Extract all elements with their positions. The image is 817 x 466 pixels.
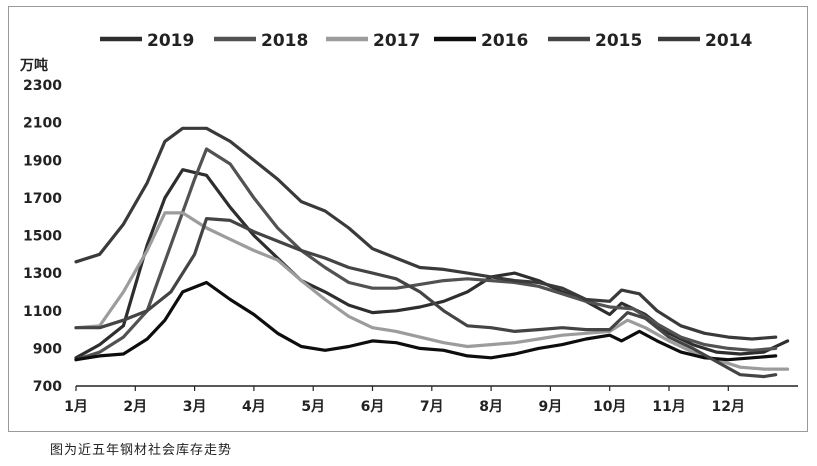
x-tick-label: 11月	[652, 399, 685, 415]
x-tick-label: 4月	[242, 399, 266, 415]
legend-label-2015: 2015	[595, 31, 642, 51]
y-tick-label: 2100	[23, 116, 62, 132]
series-line-2019	[74, 168, 790, 360]
x-axis: 1月 2月 3月 4月 5月 6月 7月 8月 9月 10月 11月 12月	[64, 385, 798, 415]
x-tick-label: 6月	[361, 399, 385, 415]
chart-frame	[8, 6, 808, 432]
y-tick-label: 1500	[23, 229, 62, 245]
y-tick-label: 1300	[23, 266, 62, 282]
steel-inventory-chart: 2019 2018 2017 2016 2015 2014 万吨 700 900 1100 13…	[19, 31, 798, 415]
legend-label-2014: 2014	[705, 31, 752, 51]
series-lines	[74, 126, 790, 379]
series-line-2015	[74, 217, 778, 379]
x-tick-label: 9月	[539, 399, 563, 415]
chart-caption: 图为近五年钢材社会库存走势	[50, 443, 233, 458]
legend-label-2018: 2018	[261, 31, 308, 51]
y-tick-label: 1100	[23, 304, 62, 320]
legend-label-2019: 2019	[147, 31, 194, 51]
x-tick-label: 1月	[64, 399, 88, 415]
series-line-2018	[74, 147, 778, 362]
x-tick-label: 2月	[123, 399, 147, 415]
y-tick-label: 700	[33, 379, 62, 395]
series-line-2016	[74, 280, 778, 362]
y-tick-label: 1900	[23, 153, 62, 169]
x-tick-label: 12月	[712, 399, 745, 415]
legend: 2019 2018 2017 2016 2015 2014	[100, 31, 752, 51]
x-tick-label: 5月	[301, 399, 325, 415]
x-tick-label: 8月	[479, 399, 503, 415]
y-tick-label: 900	[33, 341, 62, 357]
y-axis-unit-label: 万吨	[19, 57, 48, 74]
series-line-2014	[74, 126, 778, 341]
x-tick-label: 7月	[420, 399, 444, 415]
legend-label-2016: 2016	[481, 31, 528, 51]
legend-label-2017: 2017	[373, 31, 420, 51]
x-tick-label: 3月	[183, 399, 207, 415]
y-tick-label: 2300	[23, 78, 62, 94]
y-axis: 700 900 1100 1300 1500 1700 1900 2100 2300	[23, 78, 62, 395]
series-line-2017	[74, 211, 790, 371]
x-tick-label: 10月	[593, 399, 626, 415]
y-tick-label: 1700	[23, 191, 62, 207]
